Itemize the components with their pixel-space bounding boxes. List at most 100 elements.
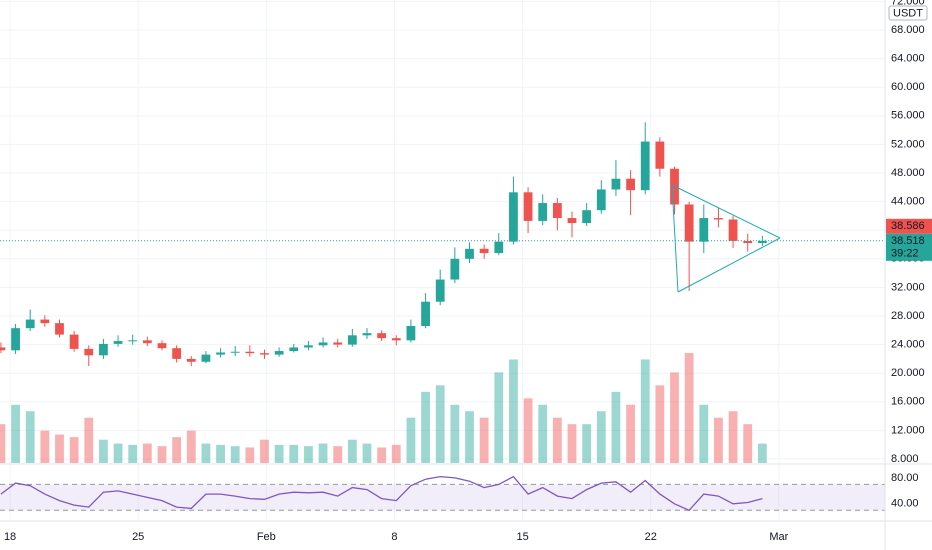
volume-bar xyxy=(362,443,372,463)
volume-bar xyxy=(714,417,723,463)
volume-bar xyxy=(684,353,694,463)
candle-body xyxy=(435,279,445,302)
candle-body xyxy=(69,334,79,349)
rsi-tick-label: 80.00 xyxy=(891,472,919,484)
x-tick-label: 25 xyxy=(132,531,144,543)
volume-bar xyxy=(69,437,79,463)
y-tick-label: 8.000 xyxy=(891,453,919,465)
volume-bar xyxy=(260,439,269,463)
overlay xyxy=(0,240,885,512)
volume-bar xyxy=(128,444,138,463)
y-tick-label: 68.000 xyxy=(891,24,925,36)
candle-body xyxy=(743,240,753,244)
candle-body xyxy=(714,218,723,220)
candle-body xyxy=(157,343,167,349)
axes: 8.000 12.000 16.000 20.000 24.000 28.000 32.00… xyxy=(4,0,932,543)
candle-body xyxy=(186,358,196,362)
candle-body xyxy=(245,351,255,354)
rsi-band-fill xyxy=(0,484,885,511)
y-tick-label: 24.000 xyxy=(891,339,925,351)
candle-body xyxy=(465,248,474,259)
currency-box xyxy=(888,5,928,21)
candle-body xyxy=(260,353,269,355)
candle-body xyxy=(113,341,123,344)
mark-price-label: 38.586 xyxy=(891,220,925,232)
y-tick-label: 20.000 xyxy=(891,367,925,379)
candle-body xyxy=(84,348,94,356)
volume-bar xyxy=(465,411,474,463)
volume-bar xyxy=(655,385,665,463)
grid xyxy=(0,0,885,520)
volume-bar xyxy=(245,447,255,463)
candle-body xyxy=(216,352,225,355)
volume-bar xyxy=(289,444,299,463)
volume-bar xyxy=(230,446,240,463)
volume-bar xyxy=(406,417,416,463)
candle-body xyxy=(582,210,592,224)
candle-body xyxy=(523,192,533,221)
volume-bar xyxy=(157,446,167,463)
y-tick-label: 32.000 xyxy=(891,281,925,293)
rsi-band xyxy=(0,483,885,511)
volume-bar xyxy=(509,359,518,463)
volume-bar xyxy=(552,417,562,463)
candle-body xyxy=(347,335,357,345)
candle-body xyxy=(40,319,50,324)
rsi-tick-label: 40.00 xyxy=(891,498,919,510)
y-tick-label: 56.000 xyxy=(891,110,925,122)
candle-body xyxy=(11,328,20,351)
candle-body xyxy=(611,178,621,190)
candle-body xyxy=(172,348,182,359)
volume-bar xyxy=(757,443,767,463)
volume-bar xyxy=(142,443,152,463)
last-price-badge xyxy=(886,233,932,261)
rsi-line xyxy=(0,475,763,512)
volume-bar xyxy=(333,446,343,463)
volume-bar xyxy=(391,444,401,463)
volume-bar xyxy=(670,372,679,463)
candle-body xyxy=(289,347,299,352)
candle-body xyxy=(626,178,635,191)
candle-body xyxy=(55,323,64,335)
volume-bar xyxy=(25,411,35,463)
volume-bar xyxy=(113,443,123,463)
candle-body xyxy=(304,345,313,348)
y-tick-label: 44.000 xyxy=(891,196,925,208)
volume-bar xyxy=(494,372,504,463)
volume-bar xyxy=(640,359,650,463)
candle-body xyxy=(450,258,460,280)
y-tick-label: 72.000 xyxy=(891,0,925,7)
x-tick-label: Mar xyxy=(769,531,788,543)
candle-body xyxy=(640,141,650,191)
x-tick-label: 15 xyxy=(516,531,528,543)
candle-body xyxy=(362,333,372,336)
volume-bar xyxy=(318,443,328,463)
volume-bar xyxy=(421,391,430,463)
candle-body xyxy=(728,219,738,241)
volume-bar xyxy=(172,437,182,463)
currency-label: USDT xyxy=(893,7,923,19)
countdown-label: 39:22 xyxy=(891,248,919,260)
candle-body xyxy=(333,342,343,345)
volume-bar xyxy=(377,447,387,463)
mark-price-badge xyxy=(886,218,932,234)
x-tick-label: 8 xyxy=(391,531,397,543)
volume-bar xyxy=(435,385,445,463)
candle-body xyxy=(25,319,35,329)
volume xyxy=(0,353,767,463)
volume-bar xyxy=(626,404,635,463)
volume-bar xyxy=(523,398,533,463)
drawing-line xyxy=(671,184,781,239)
candle-body xyxy=(391,338,401,341)
candle-body xyxy=(142,340,152,344)
volume-bar xyxy=(347,439,357,463)
volume-bar xyxy=(186,430,196,463)
candle-body xyxy=(0,347,6,351)
x-tick-label: 22 xyxy=(645,531,657,543)
candle-body xyxy=(655,141,665,169)
volume-bar xyxy=(201,443,211,463)
triangle-drawing xyxy=(671,184,781,293)
volume-bar xyxy=(40,430,50,463)
